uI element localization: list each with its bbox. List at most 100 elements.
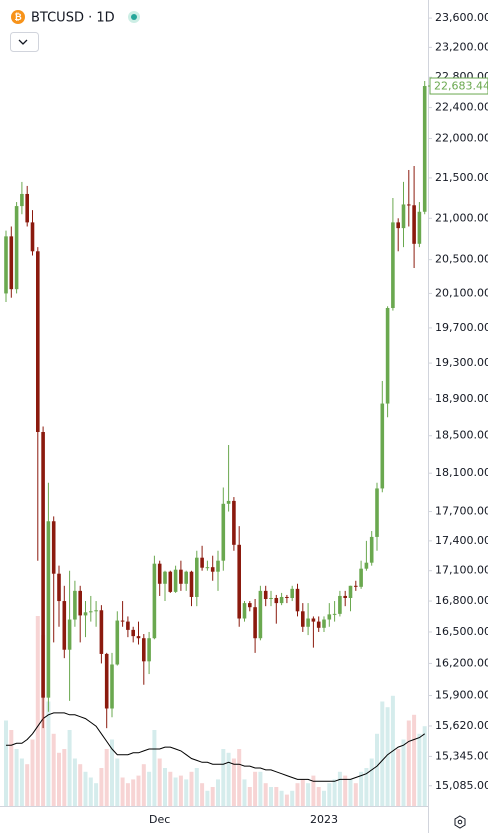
volume-bar [72, 758, 77, 806]
y-tick-label: 18,900.00 [435, 392, 488, 405]
candle-body [369, 536, 374, 563]
chevron [18, 39, 28, 45]
y-tick-label: 21,500.00 [435, 171, 488, 184]
candle-body [248, 603, 252, 608]
candle-body [99, 610, 104, 654]
y-tick-label: 15,345.00 [435, 749, 488, 762]
candle-body [41, 432, 45, 698]
y-tick-label: 17,100.00 [435, 564, 488, 577]
volume-bar [364, 768, 369, 806]
volume-bar [115, 758, 120, 806]
volume-bar [4, 720, 8, 806]
candle-body [290, 588, 294, 598]
candle-body [380, 403, 385, 489]
volume-bar [136, 775, 141, 806]
candle-body [221, 503, 226, 561]
candle-body [157, 563, 162, 584]
candle-body [142, 638, 146, 662]
candle-body [205, 567, 210, 569]
volume-bar [300, 779, 305, 806]
volume-bar [67, 730, 72, 806]
volume-bar [147, 771, 152, 806]
y-tick-label: 22,000.00 [435, 131, 488, 144]
candle-body [301, 611, 305, 627]
candle-body [285, 596, 289, 598]
volume-bar [78, 764, 83, 806]
candle-body [46, 521, 51, 698]
volume-bar [316, 787, 321, 806]
y-tick-label: 19,700.00 [435, 321, 488, 334]
volume-bar [25, 764, 30, 806]
candle-body [179, 569, 183, 584]
candle-body [30, 222, 35, 252]
volume-bar [385, 707, 390, 806]
volume-bar [263, 783, 268, 806]
volume-bar [94, 783, 99, 806]
x-tick-label: 2023 [310, 813, 338, 826]
volume-bar [380, 701, 385, 806]
candle-body [104, 653, 109, 709]
volume-bar [417, 733, 422, 806]
volume-bar [396, 749, 401, 806]
y-tick-label: 17,700.00 [435, 505, 488, 518]
volume-bar [353, 783, 358, 806]
volume-bar [125, 783, 130, 806]
candle-body [407, 204, 411, 206]
candle-body [110, 664, 114, 709]
y-tick-label: 17,400.00 [435, 534, 488, 547]
candle-body [258, 590, 263, 639]
volume-bar [51, 733, 56, 806]
y-tick-label: 21,000.00 [435, 211, 488, 224]
volume-bar [9, 730, 14, 806]
candle-body [422, 86, 427, 212]
candle-body [163, 571, 167, 584]
candle-body [242, 603, 247, 619]
y-tick-label: 22,400.00 [435, 101, 488, 114]
volume-bar [359, 771, 364, 806]
candle-body [173, 569, 178, 592]
volume-bar [327, 783, 332, 806]
candle-body [338, 595, 342, 614]
symbol-icon [11, 10, 25, 24]
y-tick-label: 16,500.00 [435, 625, 488, 638]
y-tick-label: 23,200.00 [435, 40, 488, 53]
candle-body [94, 610, 98, 612]
candle-body [14, 206, 19, 290]
volume-bar [332, 779, 337, 806]
volume-bar [194, 768, 199, 806]
candle-body [391, 222, 395, 308]
volume-bar [295, 783, 300, 806]
volume-bar [284, 794, 289, 806]
candle-body [25, 193, 29, 223]
volume-bar [369, 758, 374, 806]
candle-body [51, 521, 56, 574]
candle-body [200, 557, 204, 568]
volume-bar [152, 730, 157, 806]
candle-body [401, 204, 406, 229]
volume-bar [189, 771, 194, 806]
candle-body [253, 607, 257, 639]
volume-bar [279, 790, 284, 806]
candle-body [375, 488, 379, 537]
candle-body [4, 236, 8, 294]
y-tick-label: 19,300.00 [435, 356, 488, 369]
plot-area [4, 80, 427, 806]
volume-bar [306, 783, 311, 806]
candle-body [210, 567, 215, 572]
candle-body [417, 211, 422, 244]
volume-bar [258, 771, 263, 806]
volume-bar [83, 771, 88, 806]
candle-body [216, 560, 220, 572]
volume-bar [253, 771, 258, 806]
volume-bar [205, 790, 210, 806]
volume-bar [226, 752, 231, 806]
candle-body [83, 612, 88, 616]
candle-body [316, 621, 321, 628]
settings-button[interactable] [454, 815, 466, 829]
last-price-label: 22,683.44 [434, 80, 488, 93]
y-tick-label: 15,900.00 [435, 688, 488, 701]
volume-bar [141, 764, 146, 806]
volume-bar [163, 768, 167, 806]
